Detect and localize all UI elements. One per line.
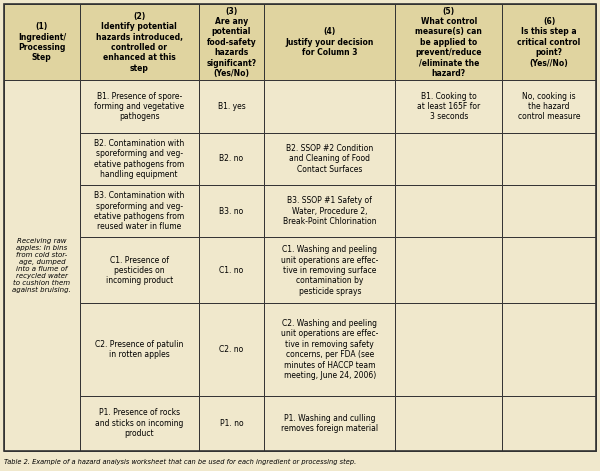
- Bar: [502, 237, 596, 303]
- Text: (2)
Identify potential
hazards introduced,
controlled or
enhanced at this
step: (2) Identify potential hazards introduce…: [95, 12, 182, 73]
- Bar: [395, 4, 502, 81]
- Bar: [502, 396, 596, 451]
- Bar: [264, 303, 395, 396]
- Text: B1. yes: B1. yes: [218, 102, 245, 111]
- Bar: [4, 4, 596, 451]
- Bar: [264, 133, 395, 185]
- Text: B2. SSOP #2 Condition
and Cleaning of Food
Contact Surfaces: B2. SSOP #2 Condition and Cleaning of Fo…: [286, 144, 373, 174]
- Bar: [4, 4, 80, 81]
- Bar: [395, 303, 502, 396]
- Bar: [199, 237, 264, 303]
- Text: (4)
Justify your decision
for Column 3: (4) Justify your decision for Column 3: [286, 27, 374, 57]
- Text: (5)
What control
measure(s) can
be applied to
prevent/reduce
/eliminate the
haza: (5) What control measure(s) can be appli…: [415, 7, 482, 78]
- Text: B3. no: B3. no: [219, 207, 244, 216]
- Bar: [395, 133, 502, 185]
- Bar: [264, 396, 395, 451]
- Bar: [199, 133, 264, 185]
- Text: Table 2. Example of a hazard analysis worksheet that can be used for each ingred: Table 2. Example of a hazard analysis wo…: [4, 459, 356, 465]
- Bar: [80, 81, 199, 133]
- Bar: [264, 4, 395, 81]
- Text: (3)
Are any
potential
food-safety
hazards
significant?
(Yes/No): (3) Are any potential food-safety hazard…: [206, 7, 256, 78]
- Bar: [395, 237, 502, 303]
- Text: (1)
Ingredient/
Processing
Step: (1) Ingredient/ Processing Step: [18, 22, 66, 62]
- Bar: [502, 4, 596, 81]
- Text: C1. no: C1. no: [219, 266, 244, 275]
- Bar: [199, 396, 264, 451]
- Bar: [4, 81, 80, 451]
- Bar: [80, 133, 199, 185]
- Bar: [395, 185, 502, 237]
- Bar: [502, 185, 596, 237]
- Text: B3. Contamination with
sporeforming and veg-
etative pathogens from
reused water: B3. Contamination with sporeforming and …: [94, 191, 184, 231]
- Text: C2. Washing and peeling
unit operations are effec-
tive in removing safety
conce: C2. Washing and peeling unit operations …: [281, 319, 379, 380]
- Text: C1. Presence of
pesticides on
incoming product: C1. Presence of pesticides on incoming p…: [106, 256, 173, 285]
- Text: C1. Washing and peeling
unit operations are effec-
tive in removing surface
cont: C1. Washing and peeling unit operations …: [281, 245, 379, 296]
- Bar: [502, 81, 596, 133]
- Text: (6)
Is this step a
critical control
point?
(Yes//No): (6) Is this step a critical control poin…: [517, 17, 581, 67]
- Text: P1. Presence of rocks
and sticks on incoming
product: P1. Presence of rocks and sticks on inco…: [95, 408, 184, 438]
- Text: P1. Washing and culling
removes foreign material: P1. Washing and culling removes foreign …: [281, 414, 379, 433]
- Bar: [502, 133, 596, 185]
- Text: C2. no: C2. no: [219, 345, 244, 354]
- Text: No, cooking is
the hazard
control measure: No, cooking is the hazard control measur…: [518, 92, 580, 122]
- Text: B2. Contamination with
sporeforming and veg-
etative pathogens from
handling equ: B2. Contamination with sporeforming and …: [94, 139, 184, 179]
- Text: C2. Presence of patulin
in rotten apples: C2. Presence of patulin in rotten apples: [95, 340, 184, 359]
- Text: Receiving raw
apples: In bins
from cold stor-
age, dumped
into a flume of
recycl: Receiving raw apples: In bins from cold …: [13, 238, 71, 293]
- Bar: [199, 185, 264, 237]
- Text: B1. Presence of spore-
forming and vegetative
pathogens: B1. Presence of spore- forming and veget…: [94, 92, 184, 122]
- Bar: [80, 237, 199, 303]
- Bar: [264, 81, 395, 133]
- Text: B1. Cooking to
at least 165F for
3 seconds: B1. Cooking to at least 165F for 3 secon…: [417, 92, 481, 122]
- Bar: [199, 4, 264, 81]
- Bar: [199, 303, 264, 396]
- Bar: [199, 81, 264, 133]
- Text: B3. SSOP #1 Safety of
Water, Procedure 2,
Break-Point Chlorination: B3. SSOP #1 Safety of Water, Procedure 2…: [283, 196, 377, 226]
- Bar: [395, 396, 502, 451]
- Bar: [80, 4, 199, 81]
- Bar: [264, 237, 395, 303]
- Bar: [395, 81, 502, 133]
- Text: B2. no: B2. no: [220, 154, 244, 163]
- Bar: [80, 185, 199, 237]
- Bar: [502, 303, 596, 396]
- Text: P1. no: P1. no: [220, 419, 243, 428]
- Bar: [80, 396, 199, 451]
- Bar: [264, 185, 395, 237]
- Bar: [80, 303, 199, 396]
